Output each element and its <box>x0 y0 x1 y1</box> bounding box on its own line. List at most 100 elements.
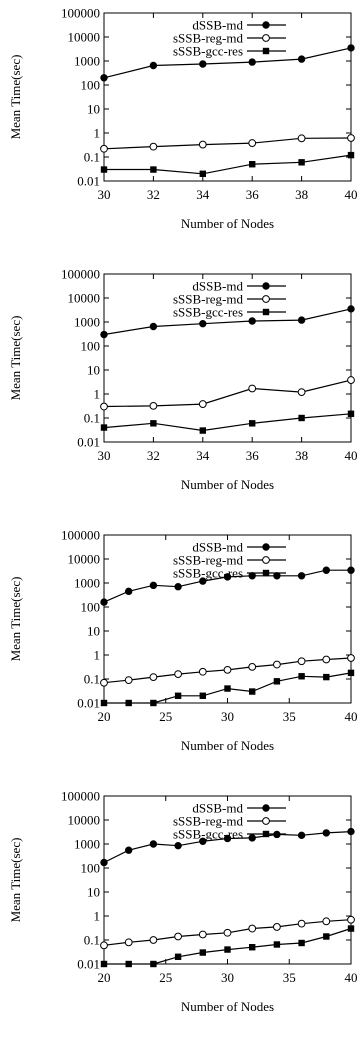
data-point <box>347 654 355 662</box>
data-point <box>199 319 207 328</box>
data-point <box>297 55 306 63</box>
legend-marker <box>262 21 270 29</box>
data-point <box>248 317 256 325</box>
x-axis-label: Number of Nodes <box>181 216 274 231</box>
series-sSSB-gcc-res <box>100 669 355 707</box>
y-tick-label: 100 <box>81 600 101 615</box>
data-point <box>323 933 330 940</box>
data-point <box>174 932 183 941</box>
y-tick-label: 100000 <box>61 267 100 282</box>
data-point <box>298 939 305 947</box>
data-point <box>149 581 158 590</box>
data-point <box>347 376 355 384</box>
data-point <box>149 401 158 410</box>
data-point <box>273 660 281 669</box>
data-point <box>347 44 355 52</box>
data-point <box>249 161 256 168</box>
data-point <box>124 938 133 947</box>
series-line <box>103 379 352 408</box>
data-point <box>224 946 231 953</box>
series-dSSB-md <box>100 305 355 339</box>
data-point <box>347 151 355 159</box>
data-point <box>100 699 108 707</box>
series-line <box>103 308 352 336</box>
data-point <box>347 566 355 574</box>
series-sSSB-reg-md <box>100 376 355 411</box>
data-point <box>297 831 306 840</box>
legend-label: sSSB-gcc-res <box>173 827 243 842</box>
legend-marker <box>262 804 270 812</box>
y-tick-label: 10000 <box>68 552 101 567</box>
x-axis-label: Number of Nodes <box>181 738 274 753</box>
data-point <box>347 410 355 417</box>
data-point <box>273 923 281 931</box>
legend-marker <box>262 308 270 316</box>
y-tick-label: 10000 <box>68 291 101 306</box>
series-sSSB-gcc-res <box>100 410 355 434</box>
y-tick-label: 10 <box>87 624 100 639</box>
data-point <box>100 960 108 968</box>
x-tick-label: 20 <box>98 709 111 724</box>
x-tick-label: 36 <box>246 187 260 202</box>
chart-panel-4: 0.01 0.1 1 10 100 1000 10000 100000 20 25 30 35 40 Nu… <box>8 789 358 1015</box>
x-tick-label: 34 <box>196 448 210 463</box>
data-point <box>347 669 355 677</box>
data-point <box>100 330 108 339</box>
chart-panel-2: 0.01 0.1 1 10 100 1000 10000 100000 30 32 34 36 38 40… <box>8 267 358 493</box>
series-line <box>103 47 352 79</box>
data-point <box>297 316 306 324</box>
x-tick-label: 40 <box>345 970 358 985</box>
x-tick-label: 25 <box>159 970 172 985</box>
x-tick-label: 20 <box>98 970 111 985</box>
y-tick-label: 1000 <box>74 837 100 852</box>
y-tick-label: 10 <box>87 885 100 900</box>
x-tick-label: 30 <box>221 709 234 724</box>
data-point <box>298 159 305 166</box>
data-point <box>150 420 157 427</box>
data-point <box>125 960 132 968</box>
series-dSSB-md <box>100 566 355 606</box>
legend-label: dSSB-md <box>192 540 243 555</box>
y-axis-label: Mean Time(sec) <box>8 838 23 923</box>
series-line <box>103 137 352 150</box>
data-point <box>322 655 331 664</box>
chart-panel-1: 0.01 0.1 1 10 100 1000 10000 100000 30 32 34 36 38 40… <box>8 6 358 232</box>
series-dSSB-md <box>100 827 355 867</box>
data-point <box>125 846 133 854</box>
legend-label: sSSB-gcc-res <box>173 44 243 59</box>
y-tick-label: 1000 <box>74 315 100 330</box>
chart-panel-3: 0.01 0.1 1 10 100 1000 10000 100000 20 25 30 35 40 Nu… <box>8 528 358 754</box>
data-point <box>100 402 108 411</box>
data-point <box>174 953 182 960</box>
data-point <box>297 657 306 666</box>
y-tick-label: 1 <box>94 909 101 924</box>
data-point <box>223 573 232 581</box>
legend-label: sSSB-reg-md <box>173 292 244 307</box>
series-sSSB-reg-md <box>100 915 355 950</box>
legend-marker <box>262 282 270 290</box>
y-tick-label: 0.01 <box>77 696 100 711</box>
legend-label: dSSB-md <box>192 801 243 816</box>
data-point <box>100 598 108 606</box>
x-tick-label: 35 <box>283 970 296 985</box>
x-tick-label: 36 <box>246 448 260 463</box>
data-point <box>199 949 206 956</box>
series-sSSB-gcc-res <box>100 925 355 968</box>
data-point <box>297 134 306 143</box>
legend-marker <box>262 47 270 55</box>
data-point <box>198 667 207 676</box>
y-tick-label: 0.1 <box>84 411 100 426</box>
y-tick-label: 1000 <box>74 576 100 591</box>
data-point <box>174 841 182 850</box>
data-point <box>297 919 306 928</box>
data-point <box>150 960 157 968</box>
data-point <box>149 142 158 151</box>
x-tick-label: 32 <box>147 448 160 463</box>
series-line <box>103 413 352 432</box>
legend-marker <box>262 34 270 42</box>
data-point <box>100 424 108 431</box>
legend-marker <box>262 556 270 564</box>
data-point <box>323 673 330 681</box>
x-tick-label: 30 <box>221 970 234 985</box>
